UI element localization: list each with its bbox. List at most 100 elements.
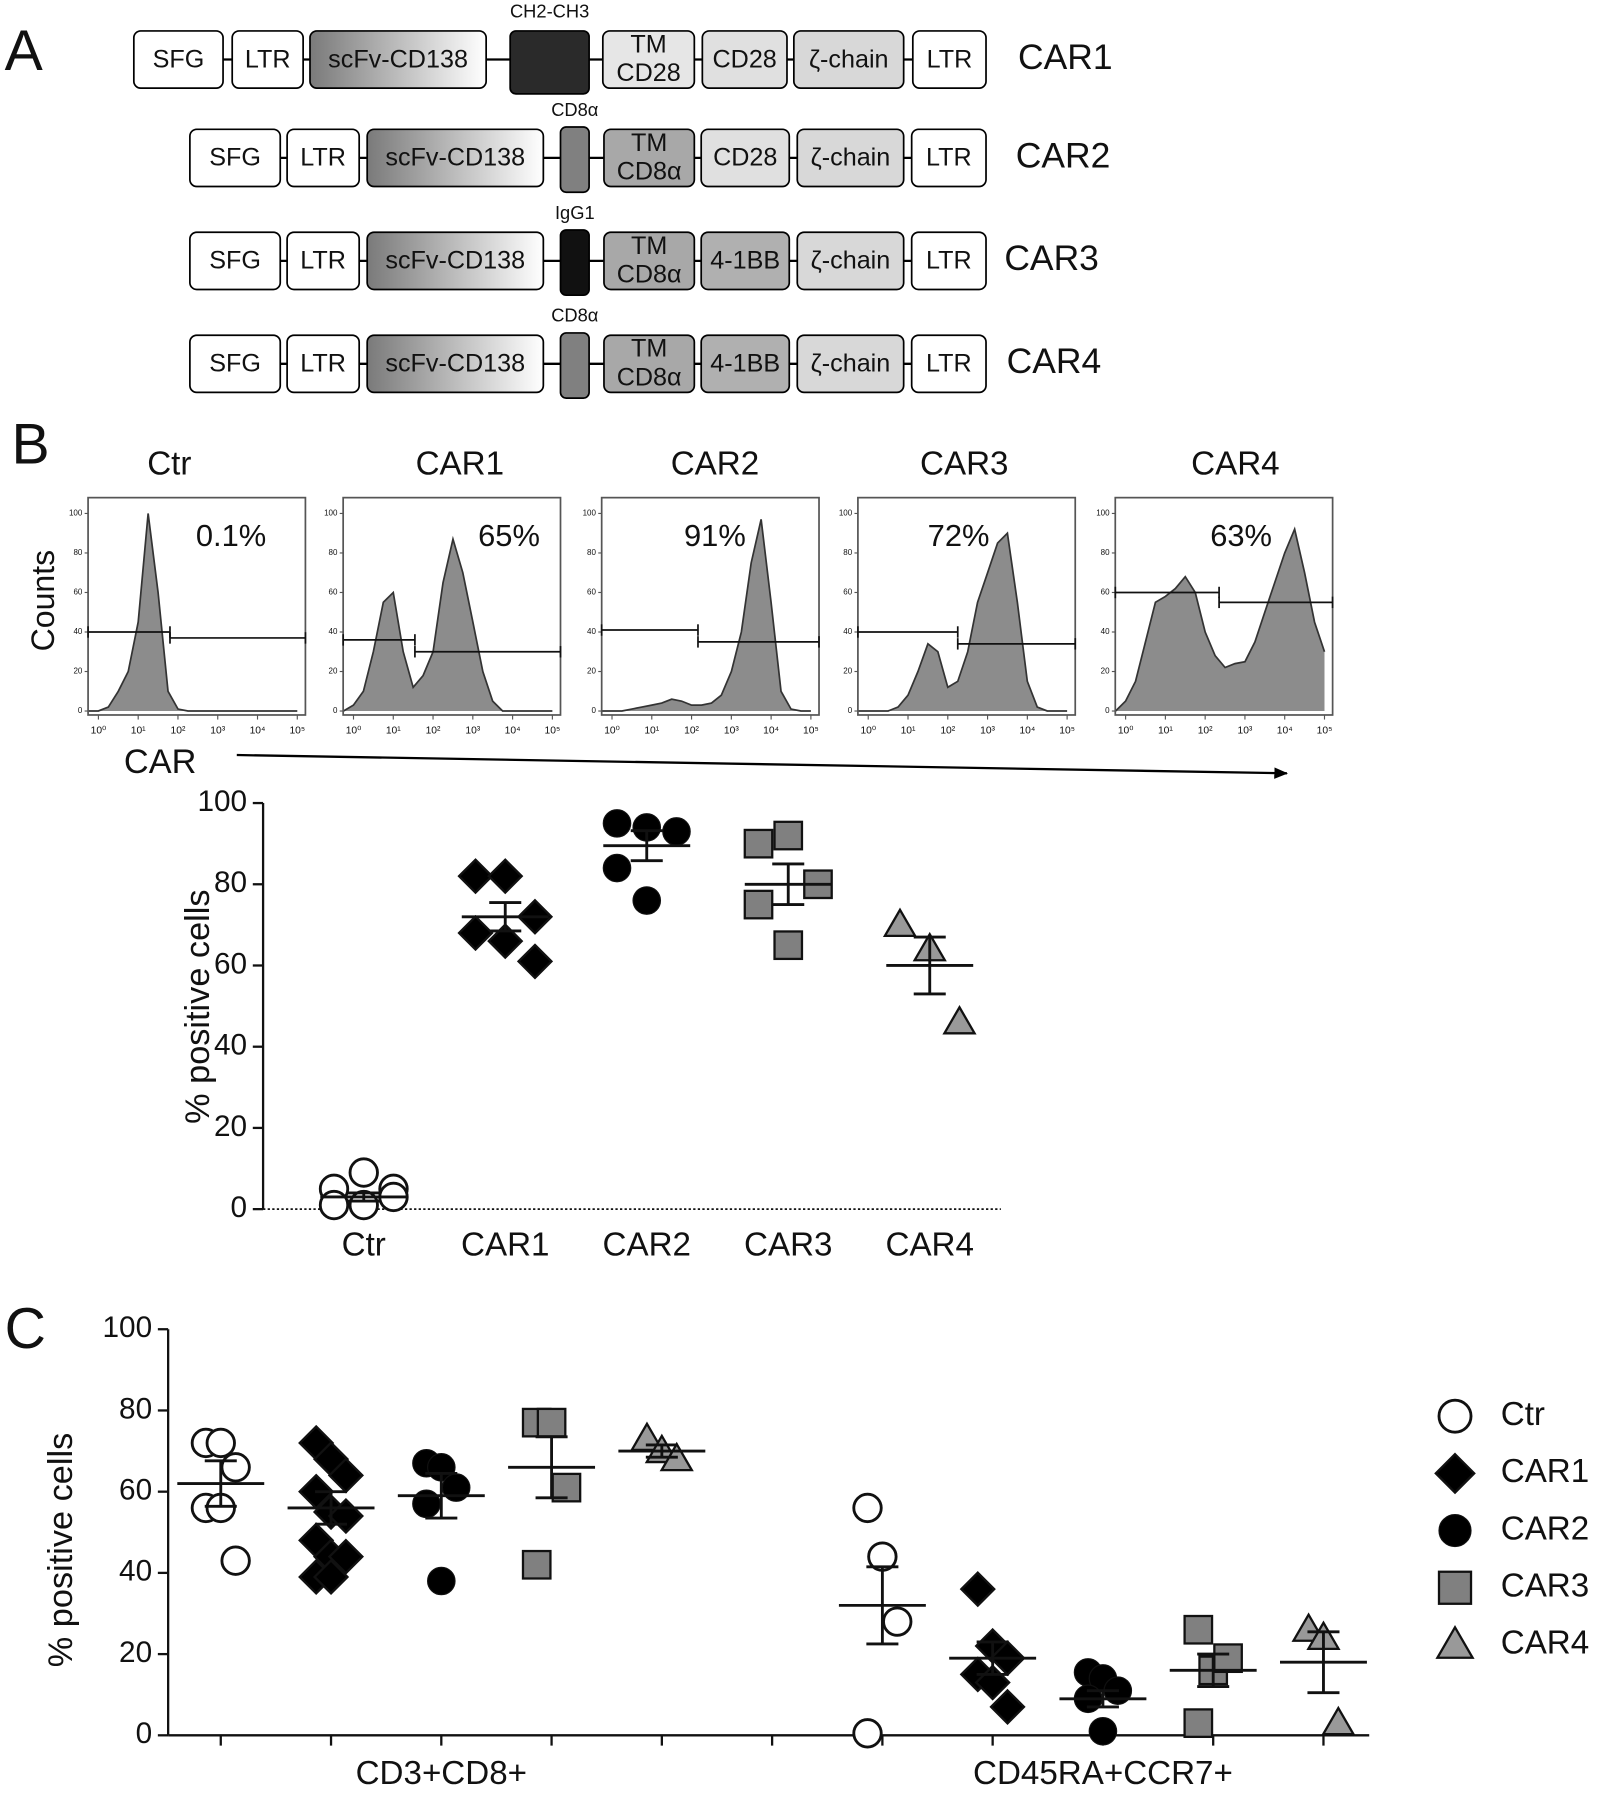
part-label: ζ-chain <box>809 45 889 73</box>
part-label: LTR <box>926 144 972 172</box>
y-tick-label: 60 <box>214 947 247 980</box>
part-box <box>366 231 545 291</box>
point <box>1213 1643 1243 1674</box>
point <box>427 1566 456 1596</box>
y-tick-label: 100 <box>839 509 853 518</box>
percent-annotation: 63% <box>1210 518 1272 553</box>
part-label: LTR <box>927 45 973 73</box>
y-tick-label: 0 <box>1105 706 1110 715</box>
percent-annotation: 0.1% <box>196 518 266 553</box>
histogram-outline <box>858 531 1068 712</box>
y-tick-label: 100 <box>197 785 247 818</box>
part-box <box>286 128 361 188</box>
y-tick-label: 60 <box>1101 588 1110 597</box>
point <box>662 817 691 846</box>
point <box>457 914 494 952</box>
part-label: LTR <box>300 144 346 172</box>
part-label: CD8α <box>617 260 682 288</box>
part-box <box>601 30 696 89</box>
percent-annotation: 65% <box>478 518 540 553</box>
plot-frame <box>600 496 820 716</box>
part-box <box>796 334 905 394</box>
part-label: TM <box>631 232 667 260</box>
x-tick-label: 10¹ <box>386 726 401 737</box>
part-box <box>366 128 545 188</box>
legend-marker <box>1438 1513 1472 1548</box>
point <box>220 1545 251 1576</box>
point <box>412 1489 441 1519</box>
part-label: CD28 <box>712 45 776 73</box>
y-tick-label: 40 <box>587 627 596 636</box>
part-box <box>700 128 791 188</box>
area-fill <box>88 513 298 712</box>
y-tick-label: 20 <box>843 667 852 676</box>
point <box>318 1189 350 1221</box>
x-tick-label: 10¹ <box>644 726 659 737</box>
hinge-box <box>559 229 590 297</box>
y-tick-label: 80 <box>843 548 852 557</box>
legend-label: CAR3 <box>1501 1568 1589 1605</box>
x-tick-label: CD45RA+CCR7+ <box>973 1755 1233 1792</box>
part-label: LTR <box>926 247 972 275</box>
percent-annotation: 72% <box>928 518 990 553</box>
part-box <box>366 334 545 394</box>
hinge-label: CD8α <box>551 99 599 120</box>
part-label: LTR <box>245 45 291 73</box>
plot-frame <box>87 496 307 716</box>
part-label: LTR <box>926 350 972 378</box>
x-tick-label: 10³ <box>465 726 480 737</box>
y-tick-label: 100 <box>69 509 83 518</box>
hinge-box <box>509 30 590 95</box>
part-label: CD8α <box>617 363 682 391</box>
x-tick-label: 10³ <box>980 726 995 737</box>
x-tick-label: 10⁰ <box>91 726 107 737</box>
hinge-box <box>559 126 590 194</box>
part-box <box>603 231 696 291</box>
point <box>882 1606 913 1637</box>
y-axis-label: % positive cells <box>179 889 217 1123</box>
histogram-title: CAR1 <box>416 445 504 482</box>
y-tick-label: 80 <box>1101 548 1110 557</box>
x-tick-label: CAR1 <box>461 1227 549 1264</box>
point <box>205 1427 236 1459</box>
x-tick-label: 10³ <box>1238 726 1253 737</box>
point <box>516 943 554 980</box>
y-axis-label: % positive cells <box>42 1433 80 1667</box>
histogram-outline <box>1115 526 1326 712</box>
part-box <box>701 30 788 89</box>
histogram-title: Ctr <box>147 445 191 482</box>
part-box <box>700 334 791 394</box>
histogram-outline <box>343 535 553 712</box>
part-label: 4-1BB <box>710 350 780 378</box>
area-fill <box>1115 529 1325 712</box>
construct-name: CAR1 <box>1018 37 1113 77</box>
y-tick-label: 0 <box>136 1717 153 1750</box>
point <box>632 886 662 915</box>
x-tick-label: 10⁴ <box>250 726 266 737</box>
y-tick-label: 0 <box>333 706 338 715</box>
point <box>602 853 632 883</box>
y-tick-label: 20 <box>119 1636 152 1669</box>
point <box>487 858 524 895</box>
histogram-outline <box>602 519 811 712</box>
histogram-title: CAR3 <box>920 445 1008 482</box>
x-tick-label: 10⁵ <box>1317 726 1333 737</box>
x-tick-label: 10⁰ <box>1118 726 1134 737</box>
point <box>852 1718 883 1749</box>
part-label: LTR <box>300 247 346 275</box>
y-tick-label: 60 <box>329 588 338 597</box>
y-tick-label: 40 <box>214 1029 247 1062</box>
area-fill <box>601 519 811 712</box>
point <box>457 858 494 895</box>
part-box <box>700 231 791 291</box>
y-tick-label: 20 <box>329 667 338 676</box>
y-tick-label: 80 <box>587 548 596 557</box>
point <box>602 809 632 838</box>
x-tick-label: 10⁵ <box>545 726 561 737</box>
x-tick-label: 10² <box>684 726 699 737</box>
percent-annotation: 91% <box>684 518 746 553</box>
part-box <box>132 30 224 89</box>
legend-marker <box>1437 1398 1473 1434</box>
x-tick-label: 10⁵ <box>803 726 819 737</box>
part-label: scFv-CD138 <box>385 247 525 275</box>
